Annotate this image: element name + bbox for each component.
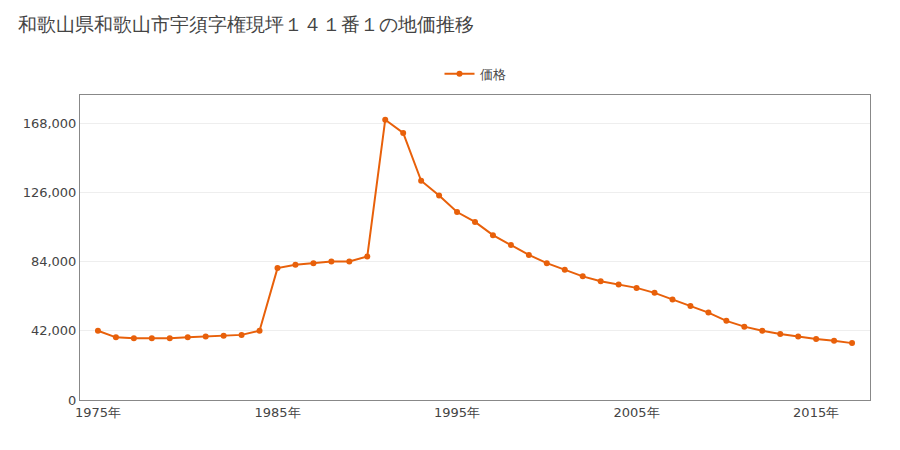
svg-text:1995年: 1995年 xyxy=(434,405,480,420)
svg-text:0: 0 xyxy=(68,393,76,408)
svg-text:42,000: 42,000 xyxy=(31,323,77,338)
svg-text:和歌山県和歌山市宇須字権現坪１４１番１の地価推移: 和歌山県和歌山市宇須字権現坪１４１番１の地価推移 xyxy=(18,13,474,35)
svg-text:126,000: 126,000 xyxy=(23,185,77,200)
svg-text:2015年: 2015年 xyxy=(793,405,839,420)
svg-text:1985年: 1985年 xyxy=(254,405,300,420)
svg-text:2005年: 2005年 xyxy=(614,405,660,420)
svg-text:84,000: 84,000 xyxy=(31,254,77,269)
svg-text:価格: 価格 xyxy=(480,67,506,82)
svg-text:1975年: 1975年 xyxy=(75,405,121,420)
svg-text:168,000: 168,000 xyxy=(23,116,77,131)
